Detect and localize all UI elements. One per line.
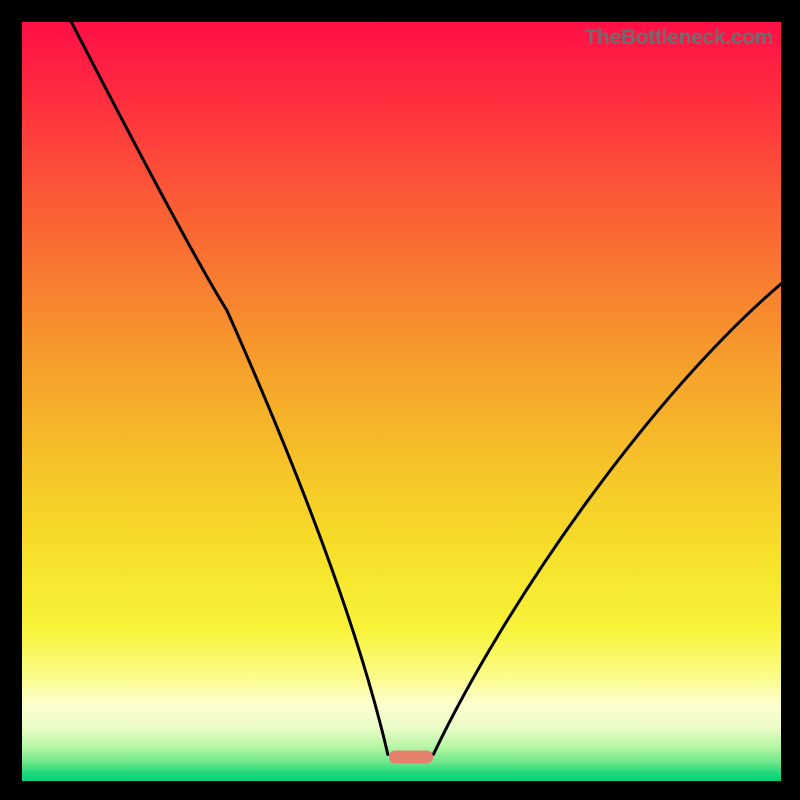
plot-area: TheBottleneck.com [22,22,781,781]
curve-right [433,284,781,755]
bottleneck-curve [22,22,781,781]
optimum-marker [389,750,433,763]
watermark-text: TheBottleneck.com [584,26,773,50]
chart-container: TheBottleneck.com [0,0,800,800]
curve-left [71,22,388,754]
